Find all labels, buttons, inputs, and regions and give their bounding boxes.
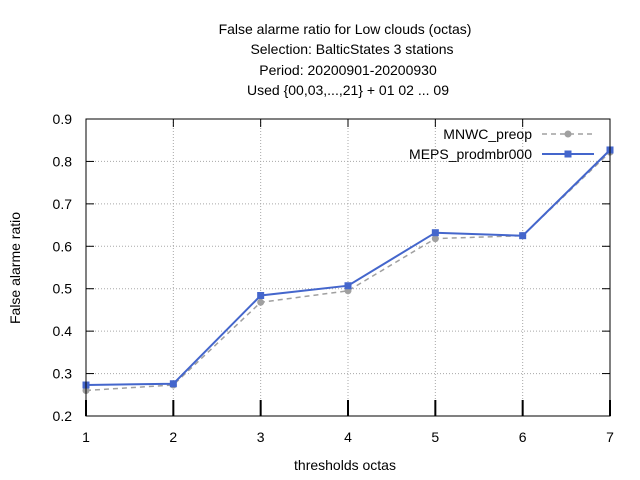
data-point-meps-prodmbr000 [169, 380, 177, 388]
chart-title-line-3: Period: 20200901-20200930 [259, 62, 437, 78]
x-tick-label: 3 [257, 429, 265, 445]
data-point-meps-prodmbr000 [519, 232, 527, 240]
chart-title-line-1: False alarme ratio for Low clouds (octas… [219, 21, 472, 37]
y-tick-label: 0.8 [53, 153, 73, 169]
x-tick-label: 2 [169, 429, 177, 445]
chart-title-line-2: Selection: BalticStates 3 stations [250, 41, 453, 57]
y-tick-label: 0.7 [53, 196, 73, 212]
legend-swatch-marker [564, 150, 572, 158]
data-point-meps-prodmbr000 [344, 282, 352, 290]
x-tick-label: 6 [519, 429, 527, 445]
x-axis-label: thresholds octas [294, 457, 396, 473]
plot-frame [85, 118, 611, 417]
legend-label: MEPS_prodmbr000 [409, 146, 532, 162]
tick-labels: 0.2 0.3 0.4 0.5 0.6 0.7 0.8 0.9 1 2 3 4 5 6 7 [53, 111, 615, 445]
legend-item-meps-prodmbr000: MEPS_prodmbr000 [409, 146, 594, 162]
x-tick-label: 1 [82, 429, 90, 445]
data-point-mnwc-preop [257, 298, 265, 306]
legend-item-mnwc-preop: MNWC_preop [443, 126, 594, 142]
chart-title-line-4: Used {00,03,...,21} + 01 02 ... 09 [247, 82, 449, 98]
x-tick-label: 7 [606, 429, 614, 445]
legend-label: MNWC_preop [443, 126, 532, 142]
y-axis-label: False alarme ratio [7, 212, 23, 324]
y-tick-label: 0.5 [53, 281, 73, 297]
legend: MNWC_preop MEPS_prodmbr000 [409, 126, 594, 162]
data-point-mnwc-preop [431, 235, 439, 243]
legend-swatch-marker [564, 130, 572, 138]
series-line-mnwc-preop [85, 151, 611, 392]
x-tick-label: 5 [431, 429, 439, 445]
y-tick-label: 0.9 [53, 111, 73, 127]
y-tick-label: 0.2 [53, 408, 73, 424]
grid [86, 119, 610, 416]
y-tick-label: 0.4 [53, 323, 73, 339]
data-point-meps-prodmbr000 [257, 292, 265, 300]
x-tick-label: 4 [344, 429, 352, 445]
y-tick-label: 0.6 [53, 238, 73, 254]
data-point-meps-prodmbr000 [431, 229, 439, 237]
y-tick-label: 0.3 [53, 366, 73, 382]
chart-title: False alarme ratio for Low clouds (octas… [219, 21, 472, 98]
